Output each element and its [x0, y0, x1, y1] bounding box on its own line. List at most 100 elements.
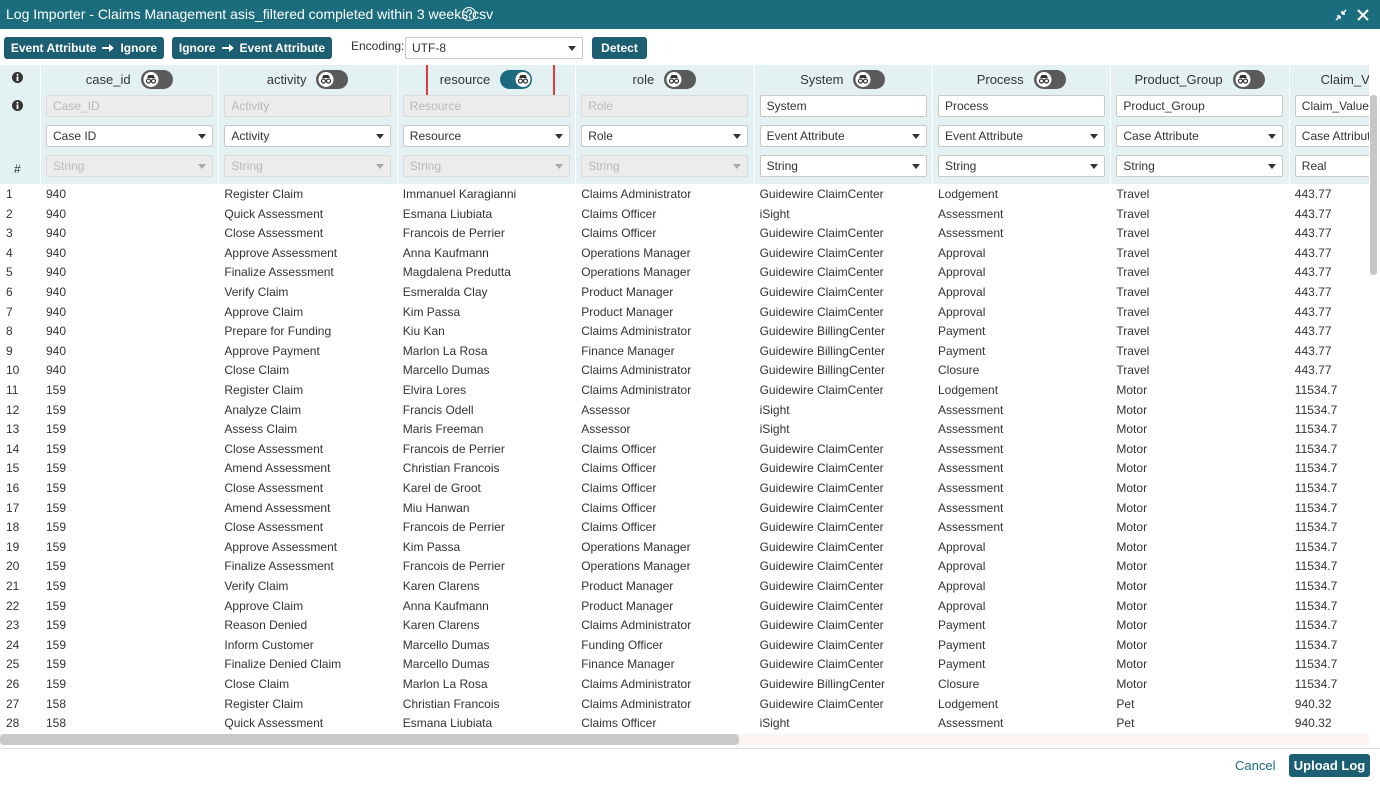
cell: 443.77	[1294, 304, 1332, 319]
column-toggle[interactable]	[1033, 69, 1066, 89]
cell: 11534.7	[1294, 402, 1338, 417]
cell: 443.77	[1294, 265, 1332, 280]
cell: Motor	[1116, 500, 1148, 515]
column-toggle[interactable]	[1232, 69, 1265, 89]
cell: Marcello Dumas	[402, 363, 490, 378]
info-icon	[12, 100, 23, 111]
cell: Guidewire BillingCenter	[759, 324, 885, 339]
type-text: String	[409, 159, 442, 173]
cell: Close Assessment	[224, 441, 324, 456]
cell: Motor	[1116, 579, 1148, 593]
column-toggle[interactable]	[853, 69, 886, 89]
field-input: Case_ID	[46, 95, 213, 117]
cell: Motor	[1116, 422, 1148, 437]
cell: Karel de Groot	[402, 481, 481, 495]
table-row: 16 159 Close Assessment Karel de Groot Claim…	[0, 478, 1369, 498]
role-select[interactable]: Event Attribute	[938, 125, 1105, 147]
table-row: 15 159 Amend Assessment Christian Francois C…	[0, 458, 1369, 478]
column-separator	[1110, 65, 1112, 184]
type-text: String	[1123, 159, 1155, 173]
cell: Francois de Perrier	[402, 441, 505, 456]
cancel-link[interactable]: Cancel	[1235, 758, 1276, 773]
column-header: Claim_Value	[1289, 65, 1369, 93]
field-input[interactable]: Process	[938, 95, 1105, 117]
table-row: 24 159 Inform Customer Marcello Dumas Fundin…	[0, 635, 1369, 655]
footer-divider	[0, 748, 1380, 749]
cell: 11534.7	[1294, 422, 1338, 437]
type-select: String	[402, 155, 570, 177]
cell: Inform Customer	[224, 637, 314, 652]
cell: Payment	[938, 343, 986, 358]
cell: Assessment	[938, 206, 1004, 221]
minimize-button[interactable]	[1334, 8, 1348, 22]
table-row: 4 940 Approve Assessment Anna Kaufmann Opera…	[0, 243, 1369, 263]
type-select[interactable]: String	[1116, 155, 1284, 177]
role-select[interactable]: Case ID	[46, 125, 213, 147]
table-row: 2 940 Quick Assessment Esmana Liubiata Claim…	[0, 204, 1369, 224]
cell: Motor	[1116, 402, 1148, 417]
cell: Motor	[1116, 657, 1148, 672]
highlight-box	[425, 65, 555, 99]
cell: 159	[46, 520, 67, 535]
type-select[interactable]: String	[759, 155, 927, 177]
field-input[interactable]: Claim_Value	[1294, 95, 1369, 117]
role-select[interactable]: Activity	[224, 125, 392, 147]
detect-button[interactable]: Detect	[592, 37, 647, 59]
table-row: 13 159 Assess Claim Maris Freeman Assessor iS…	[0, 419, 1369, 439]
field-text: Process	[945, 99, 989, 113]
cell: Guidewire ClaimCenter	[759, 461, 884, 476]
cell: Product Manager	[581, 598, 674, 613]
attribute-toggle-button[interactable]: Ignore Event Attribute	[172, 37, 332, 59]
cell: Payment	[938, 618, 986, 633]
type-select[interactable]: Real	[1294, 155, 1369, 177]
role-select[interactable]: Case Attribute	[1294, 125, 1369, 147]
table-row: 11 159 Register Claim Elvira Lores Claims Ad…	[0, 380, 1369, 400]
cell: 159	[46, 422, 67, 437]
cell: Register Claim	[224, 187, 304, 201]
encoding-select[interactable]: UTF-8	[405, 37, 583, 59]
cell: Pet	[1116, 716, 1135, 731]
column-toggle[interactable]	[140, 69, 173, 89]
column-toggle[interactable]	[316, 69, 349, 89]
caret	[198, 134, 206, 139]
column-header: case_id	[40, 65, 218, 93]
cell: Assessment	[938, 520, 1004, 535]
cell: 19	[6, 539, 20, 554]
upload-button[interactable]: Upload Log	[1289, 754, 1370, 777]
caret	[911, 164, 920, 169]
role-select[interactable]: Case Attribute	[1116, 125, 1284, 147]
close-button[interactable]	[1356, 8, 1370, 22]
cell: 443.77	[1294, 285, 1332, 299]
type-select[interactable]: String	[938, 155, 1105, 177]
field-text: Activity	[231, 99, 270, 113]
cell: Motor	[1116, 559, 1148, 574]
cell: Claims Officer	[581, 441, 657, 456]
role-select[interactable]: Event Attribute	[759, 125, 927, 147]
help-icon[interactable]	[462, 7, 476, 21]
type-text: String	[945, 159, 977, 173]
field-input[interactable]: System	[759, 95, 927, 117]
cell: Approval	[938, 539, 986, 554]
role-select[interactable]: Role	[581, 125, 749, 147]
button-from: Event Attribute	[10, 41, 97, 55]
column-toggle[interactable]	[664, 69, 697, 89]
column-toggle[interactable]	[500, 69, 533, 89]
role-text: Activity	[231, 129, 270, 143]
table-row: 14 159 Close Assessment Francois de Perrier…	[0, 439, 1369, 459]
cell: 443.77	[1294, 245, 1332, 260]
field-text: Case_ID	[53, 99, 100, 113]
attribute-toggle-button[interactable]: Event Attribute Ignore	[4, 37, 164, 59]
cell: Motor	[1116, 383, 1148, 397]
button-from: Ignore	[178, 41, 216, 55]
field-input[interactable]: Product_Group	[1116, 95, 1284, 117]
button-to: Event Attribute	[239, 41, 326, 55]
table-row: 5 940 Finalize Assessment Magdalena Predutt…	[0, 262, 1369, 282]
cell: Finalize Assessment	[224, 265, 334, 280]
cell: Travel	[1116, 324, 1150, 339]
cell: Travel	[1116, 285, 1150, 299]
cell: 159	[46, 441, 67, 456]
cell: 443.77	[1294, 343, 1332, 358]
cell: Approval	[938, 559, 986, 574]
field-input: Activity	[224, 95, 392, 117]
role-select[interactable]: Resource	[402, 125, 570, 147]
